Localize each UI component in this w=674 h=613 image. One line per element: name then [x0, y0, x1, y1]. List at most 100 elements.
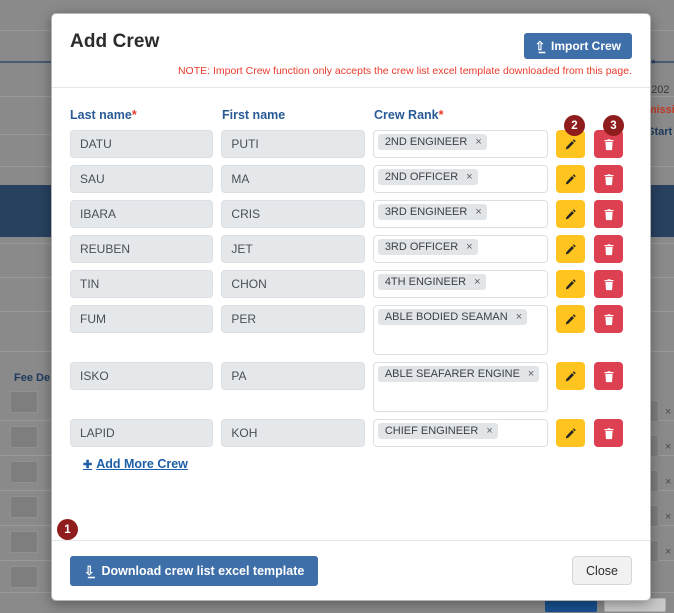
backdrop-blue-button [545, 598, 597, 612]
import-crew-label: Import Crew [550, 39, 621, 53]
first-name-input[interactable]: CRIS [221, 200, 365, 228]
crew-rank-chip: ABLE BODIED SEAMAN × [377, 309, 528, 325]
import-crew-button[interactable]: ⇧̲ Import Crew [523, 33, 632, 59]
edit-crew-button[interactable] [556, 235, 586, 263]
last-name-input[interactable]: IBARA [70, 200, 214, 228]
add-more-crew-wrap: ✚ Add More Crew [70, 455, 632, 479]
delete-crew-button[interactable] [594, 362, 624, 390]
column-header-first-name-label: First name [222, 108, 286, 122]
modal-header: Add Crew ⇧̲ Import Crew NOTE: Import Cre… [52, 14, 650, 88]
column-header-first-name: First name [222, 108, 285, 122]
last-name-input[interactable]: ISKO [70, 362, 214, 390]
edit-crew-button[interactable] [556, 270, 586, 298]
trash-icon [603, 138, 615, 151]
column-header-last-name-label: Last name [70, 108, 132, 122]
crew-rank-select[interactable]: 3RD OFFICER × [372, 235, 549, 263]
backdrop-fee-details-label: Fee De [14, 372, 51, 384]
crew-rank-chip-label: ABLE BODIED SEAMAN [384, 311, 508, 323]
backdrop-field [10, 496, 38, 518]
first-name-input[interactable]: JET [221, 235, 365, 263]
crew-rank-chip-label: 3RD OFFICER [384, 241, 459, 253]
crew-row: IBARA CRIS 3RD ENGINEER × [70, 200, 632, 228]
column-header-crew-rank: Crew Rank* [374, 108, 443, 122]
crew-rank-remove-icon[interactable]: × [515, 310, 523, 323]
crew-rank-chip-label: 2ND ENGINEER [384, 136, 468, 148]
trash-icon [603, 313, 615, 326]
crew-rank-remove-icon[interactable]: × [475, 135, 482, 148]
crew-rank-remove-icon[interactable]: × [475, 205, 482, 218]
add-more-crew-link[interactable]: ✚ Add More Crew [83, 457, 188, 471]
pencil-icon [564, 243, 577, 256]
close-button[interactable]: Close [572, 556, 632, 585]
crew-row: FUM PER ABLE BODIED SEAMAN × [70, 305, 632, 355]
required-asterisk: * [438, 108, 444, 122]
trash-icon [603, 427, 615, 440]
first-name-input[interactable]: PER [221, 305, 365, 333]
crew-rank-select[interactable]: 3RD ENGINEER × [372, 200, 549, 228]
backdrop-remove-icon: × [665, 476, 672, 488]
crew-row: REUBEN JET 3RD OFFICER × [70, 235, 632, 263]
last-name-input[interactable]: DATU [70, 130, 214, 158]
crew-rank-chip: 2ND ENGINEER × [377, 134, 487, 150]
first-name-input[interactable]: PA [221, 362, 365, 390]
annotation-badge-delete: 3 [603, 115, 624, 136]
edit-crew-button[interactable] [556, 200, 586, 228]
backdrop-remove-icon: × [665, 546, 672, 558]
crew-rank-select[interactable]: CHIEF ENGINEER × [372, 419, 549, 447]
crew-rank-chip: ABLE SEAFARER ENGINE × [377, 366, 540, 382]
crew-rank-chip: 3RD ENGINEER × [377, 204, 487, 220]
trash-icon [603, 370, 615, 383]
add-crew-modal: Add Crew ⇧̲ Import Crew NOTE: Import Cre… [51, 13, 651, 601]
first-name-input[interactable]: CHON [221, 270, 365, 298]
crew-rank-chip: 2ND OFFICER × [377, 169, 478, 185]
pencil-icon [564, 427, 577, 440]
page-title: Add Crew [70, 31, 160, 52]
crew-row: DATU PUTI 2ND ENGINEER × [70, 130, 632, 158]
upload-icon: ⇧̲ [534, 39, 545, 53]
crew-rank-remove-icon[interactable]: × [486, 424, 493, 437]
backdrop-field [10, 391, 38, 413]
crew-rank-select[interactable]: ABLE BODIED SEAMAN × [372, 305, 549, 355]
annotation-badge-edit: 2 [564, 115, 585, 136]
last-name-input[interactable]: SAU [70, 165, 214, 193]
delete-crew-button[interactable] [594, 200, 624, 228]
modal-body: Last name* First name Crew Rank* DATU PUT… [52, 88, 650, 529]
last-name-input[interactable]: REUBEN [70, 235, 214, 263]
first-name-input[interactable]: MA [221, 165, 365, 193]
download-template-button[interactable]: ⇩̲ Download crew list excel template [70, 555, 319, 586]
crew-row: SAU MA 2ND OFFICER × [70, 165, 632, 193]
download-template-label: Download crew list excel template [101, 563, 305, 578]
pencil-icon [564, 370, 577, 383]
backdrop-field [10, 461, 38, 483]
trash-icon [603, 208, 615, 221]
edit-crew-button[interactable] [556, 362, 586, 390]
crew-rank-remove-icon[interactable]: × [527, 367, 535, 380]
last-name-input[interactable]: FUM [70, 305, 214, 333]
crew-rank-remove-icon[interactable]: × [466, 170, 473, 183]
crew-rank-remove-icon[interactable]: × [474, 275, 481, 288]
edit-crew-button[interactable] [556, 419, 586, 447]
column-headers: Last name* First name Crew Rank* [70, 88, 632, 130]
crew-rank-remove-icon[interactable]: × [466, 240, 473, 253]
first-name-input[interactable]: PUTI [221, 130, 365, 158]
last-name-input[interactable]: TIN [70, 270, 214, 298]
delete-crew-button[interactable] [594, 270, 624, 298]
delete-crew-button[interactable] [594, 235, 624, 263]
crew-row: LAPID KOH CHIEF ENGINEER × [70, 419, 632, 447]
crew-rank-select[interactable]: 2ND OFFICER × [372, 165, 549, 193]
trash-icon [603, 173, 615, 186]
crew-rank-select[interactable]: 4TH ENGINEER × [372, 270, 549, 298]
edit-crew-button[interactable] [556, 305, 586, 333]
crew-row: ISKO PA ABLE SEAFARER ENGINE × [70, 362, 632, 412]
delete-crew-button[interactable] [594, 165, 624, 193]
first-name-input[interactable]: KOH [221, 419, 365, 447]
delete-crew-button[interactable] [594, 419, 624, 447]
crew-rank-select[interactable]: ABLE SEAFARER ENGINE × [372, 362, 549, 412]
trash-icon [603, 278, 615, 291]
crew-rank-chip: 3RD OFFICER × [377, 239, 478, 255]
required-asterisk: * [131, 108, 137, 122]
delete-crew-button[interactable] [594, 305, 624, 333]
last-name-input[interactable]: LAPID [70, 419, 214, 447]
edit-crew-button[interactable] [556, 165, 586, 193]
crew-rank-select[interactable]: 2ND ENGINEER × [372, 130, 549, 158]
